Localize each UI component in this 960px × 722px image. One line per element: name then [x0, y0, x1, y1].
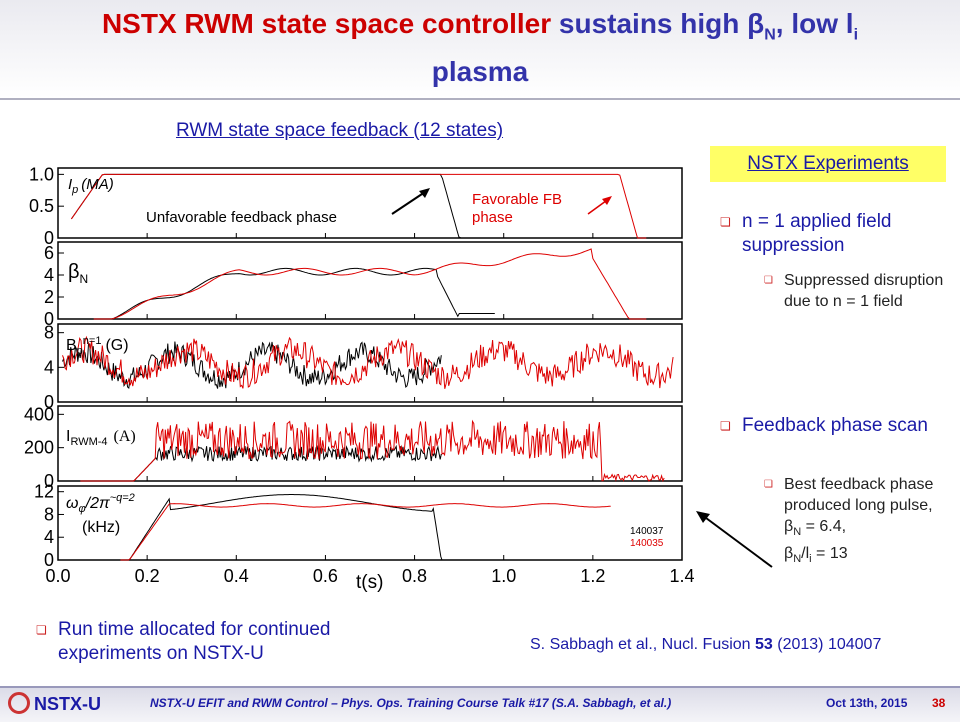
favorable-arrowhead — [602, 196, 612, 205]
bullet-text: Feedback phase scan — [742, 415, 928, 436]
beta-sub: N — [793, 526, 802, 539]
x-tick-label: 0.2 — [135, 566, 160, 586]
bp-trace-140035 — [62, 335, 674, 389]
x-tick-label: 0.4 — [224, 566, 249, 586]
nstx-logo: NSTX-U — [8, 692, 101, 715]
panel-frame-irwm — [57, 405, 683, 482]
y-tick-label-beta: 0 — [44, 309, 54, 329]
title-sub-i: i — [853, 26, 859, 44]
bullet-field-suppression: ❏ n = 1 applied field suppression — [720, 210, 952, 258]
beta-symbol-2: β — [784, 545, 794, 563]
shot-label-red: 140035 — [630, 538, 664, 549]
unfavorable-annotation-box — [140, 204, 392, 228]
citation: S. Sabbagh et al., Nucl. Fusion 53 (2013… — [530, 636, 881, 654]
citation-volume: 53 — [755, 636, 773, 653]
beta-trace-140035 — [93, 248, 647, 320]
beta-label: βN — [68, 261, 88, 286]
footer-date: Oct 13th, 2015 — [826, 696, 908, 710]
omega-unit: (kHz) — [82, 519, 120, 536]
figure-heading: RWM state space feedback (12 states) — [176, 120, 504, 141]
y-tick-label-bp: 4 — [44, 357, 54, 377]
y-tick-label-beta: 6 — [44, 243, 54, 263]
y-tick-label-omega: 4 — [44, 527, 54, 547]
bullet-phase-scan: ❏ Feedback phase scan — [720, 414, 952, 438]
favorable-annotation-2: phase — [472, 209, 513, 226]
subbullet-text: Best feedback phase produced long pulse, — [784, 476, 934, 514]
irwm-trace-140035 — [80, 419, 665, 483]
y-tick-label-irwm: 400 — [24, 404, 54, 424]
y-tick-label-omega: 12 — [34, 482, 54, 502]
citation-text-2: (2013) 104007 — [772, 636, 882, 653]
shot-label-black: 140037 — [630, 526, 664, 537]
ip-trace-140035 — [70, 173, 647, 239]
bullet-text: n = 1 applied field suppression — [742, 211, 892, 256]
y-tick-label-omega: 8 — [44, 504, 54, 524]
y-tick-label-ip: 1.0 — [29, 164, 54, 184]
li-sub: i — [809, 553, 812, 566]
x-tick-label: 0.8 — [402, 566, 427, 586]
bp-trace-140037 — [62, 341, 442, 389]
panel-frame-ip — [57, 167, 683, 239]
logo-text: NSTX-U — [34, 694, 101, 714]
subbullet-marker: ❏ — [764, 275, 773, 286]
title-part-2: sustains high β — [558, 8, 765, 39]
title-bar: NSTX RWM state space controller sustains… — [0, 0, 960, 100]
beta-symbol: β — [784, 518, 794, 535]
y-tick-label-bp: 0 — [44, 392, 54, 412]
page-number: 38 — [932, 696, 946, 710]
x-tick-label: 1.2 — [580, 566, 605, 586]
y-tick-label-omega: 0 — [44, 550, 54, 570]
bullet-text: Run time allocated for continued experim… — [58, 619, 331, 664]
footer-text: NSTX-U EFIT and RWM Control – Phys. Ops.… — [150, 696, 672, 710]
y-tick-label-irwm: 0 — [44, 471, 54, 491]
y-tick-label-beta: 4 — [44, 265, 54, 285]
beta-sub-2: N — [793, 553, 802, 566]
y-tick-label-beta: 2 — [44, 287, 54, 307]
panel-frame-bp — [57, 323, 683, 403]
citation-text: S. Sabbagh et al., Nucl. Fusion — [530, 636, 756, 653]
bullet-marker: ❏ — [720, 419, 731, 433]
y-tick-label-ip: 0 — [44, 228, 54, 248]
logo-ring-icon — [8, 692, 30, 714]
li-value: = 13 — [811, 545, 848, 563]
subbullet-best-phase: ❏ Best feedback phase produced long puls… — [764, 474, 944, 570]
footer: NSTX-U NSTX-U EFIT and RWM Control – Phy… — [0, 686, 960, 722]
subbullet-text-2: = 6.4, — [801, 518, 847, 535]
x-tick-label: 1.0 — [491, 566, 516, 586]
title-part-4: plasma — [431, 55, 529, 87]
bullet-marker: ❏ — [36, 623, 47, 637]
title-sub-n: N — [764, 26, 776, 44]
title-part-3: , low l — [775, 8, 854, 39]
unfavorable-annotation: Unfavorable feedback phase — [146, 209, 337, 226]
irwm-label: IRWM-4 (A) — [66, 428, 136, 448]
y-tick-label-ip: 0.5 — [29, 196, 54, 216]
subbullet-suppressed: ❏ Suppressed disruption due to n = 1 fie… — [764, 270, 944, 312]
subbullet-marker: ❏ — [764, 479, 773, 490]
favorable-annotation-1: Favorable FB — [472, 191, 562, 208]
bullet-marker: ❏ — [720, 215, 731, 229]
x-axis-label: t(s) — [356, 572, 383, 593]
li-text: /l — [801, 545, 810, 563]
y-tick-label-bp: 8 — [44, 323, 54, 343]
subbullet-text: Suppressed disruption due to n = 1 field — [784, 272, 944, 310]
x-tick-label: 0.0 — [45, 566, 70, 586]
omega-label: ωφ/2π~q=2 — [66, 492, 135, 515]
y-tick-label-irwm: 200 — [24, 438, 54, 458]
x-tick-label: 0.6 — [313, 566, 338, 586]
pointer-arrow — [696, 511, 773, 568]
x-tick-label: 1.4 — [669, 566, 694, 586]
panel-frame-beta — [57, 241, 683, 320]
unfavorable-arrowhead — [419, 188, 430, 198]
ip-label: Ip (MA) — [68, 176, 114, 196]
panel-frame-omega — [57, 485, 683, 561]
title-part-red: NSTX RWM state space controller — [101, 8, 552, 39]
omega-trace-140035 — [120, 503, 611, 561]
omega-trace-140037 — [120, 494, 446, 561]
experiments-badge: NSTX Experiments — [710, 146, 946, 182]
slide-title: NSTX RWM state space controller sustains… — [10, 6, 950, 90]
bullet-run-time: ❏ Run time allocated for continued exper… — [36, 618, 418, 666]
bp-label: Bpn=1 (G) — [66, 335, 129, 357]
